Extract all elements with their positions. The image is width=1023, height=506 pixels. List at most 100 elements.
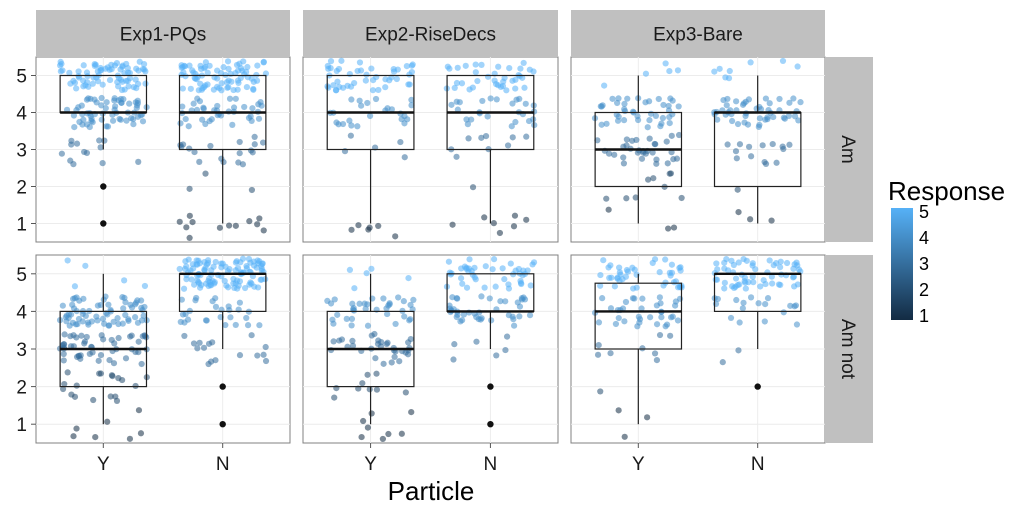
data-point — [220, 64, 227, 71]
data-point — [177, 318, 184, 326]
data-point — [197, 80, 204, 87]
data-point — [446, 305, 454, 312]
data-point — [94, 317, 101, 324]
data-point — [642, 99, 649, 106]
legend-tick-label: 4 — [919, 228, 929, 248]
data-point — [734, 120, 742, 128]
data-point — [391, 353, 398, 361]
data-point — [105, 322, 112, 329]
data-point — [743, 257, 750, 264]
data-point — [183, 276, 190, 283]
data-point — [176, 265, 183, 273]
panel-Am-Exp3-Bare — [570, 56, 826, 243]
data-point — [248, 332, 255, 339]
data-point — [462, 62, 469, 69]
data-point — [68, 391, 75, 398]
data-point — [482, 132, 490, 140]
data-point — [127, 301, 134, 308]
data-point — [388, 359, 395, 366]
data-point — [768, 273, 775, 280]
data-point — [740, 299, 747, 306]
data-point — [472, 61, 479, 68]
panel-Am-Exp1-PQs — [35, 56, 291, 243]
data-point — [237, 259, 244, 266]
data-point — [98, 94, 105, 102]
data-point — [463, 284, 471, 291]
data-point — [82, 262, 89, 269]
data-point — [59, 67, 66, 74]
data-point — [327, 58, 335, 65]
data-point — [71, 283, 79, 290]
data-point — [757, 283, 764, 290]
data-point — [118, 86, 126, 94]
data-point — [620, 160, 628, 167]
data-point — [333, 385, 340, 392]
data-point — [491, 77, 498, 84]
data-point — [507, 260, 514, 267]
data-point — [676, 295, 684, 302]
data-point — [636, 316, 644, 323]
data-point — [408, 68, 416, 76]
data-point — [764, 295, 772, 302]
data-point — [759, 142, 766, 149]
data-point — [792, 302, 800, 309]
data-point — [780, 309, 787, 316]
data-point — [232, 259, 240, 266]
data-point — [200, 105, 207, 112]
data-point — [239, 161, 247, 168]
data-point — [189, 67, 196, 74]
panel-Am-not-Exp1-PQs — [35, 254, 291, 444]
x-tick-label: Y — [364, 454, 377, 475]
data-point — [202, 264, 209, 271]
strip-label-Am not: Am not — [837, 319, 858, 380]
outlier-point — [754, 383, 761, 390]
data-point — [325, 65, 332, 72]
data-point — [61, 331, 68, 338]
outlier-point — [219, 383, 226, 390]
data-point — [80, 62, 87, 69]
data-point — [493, 352, 500, 359]
box — [594, 282, 683, 350]
data-point — [335, 121, 342, 128]
data-point — [521, 84, 528, 91]
data-point — [762, 160, 770, 168]
data-point — [93, 99, 100, 106]
data-point — [73, 382, 80, 389]
data-point — [721, 265, 728, 272]
data-point — [62, 314, 69, 321]
data-point — [472, 276, 479, 283]
x-tick-label: N — [484, 454, 498, 475]
data-point — [665, 225, 672, 232]
data-point — [600, 257, 607, 264]
data-point — [194, 277, 201, 284]
data-point — [396, 358, 403, 365]
data-point — [372, 95, 380, 103]
data-point — [206, 275, 213, 282]
data-point — [122, 311, 129, 319]
data-point — [103, 99, 110, 106]
data-point — [70, 161, 77, 168]
data-point — [502, 346, 509, 354]
data-point — [358, 102, 365, 109]
data-point — [99, 315, 107, 322]
data-point — [448, 101, 455, 108]
data-point — [184, 316, 192, 323]
data-point — [121, 294, 128, 301]
data-point — [714, 116, 721, 123]
data-point — [732, 275, 740, 282]
data-point — [634, 323, 641, 330]
data-point — [662, 60, 669, 67]
data-point — [230, 104, 238, 111]
data-point — [181, 62, 188, 70]
data-point — [382, 84, 389, 91]
data-point — [247, 113, 254, 120]
data-point — [216, 224, 224, 231]
data-point — [486, 295, 493, 302]
data-point — [673, 155, 681, 162]
y-tick-label: 4 — [16, 104, 27, 125]
data-point — [750, 279, 757, 286]
data-point — [348, 322, 355, 329]
data-point — [511, 322, 518, 329]
data-point — [653, 302, 660, 309]
data-point — [70, 343, 77, 350]
